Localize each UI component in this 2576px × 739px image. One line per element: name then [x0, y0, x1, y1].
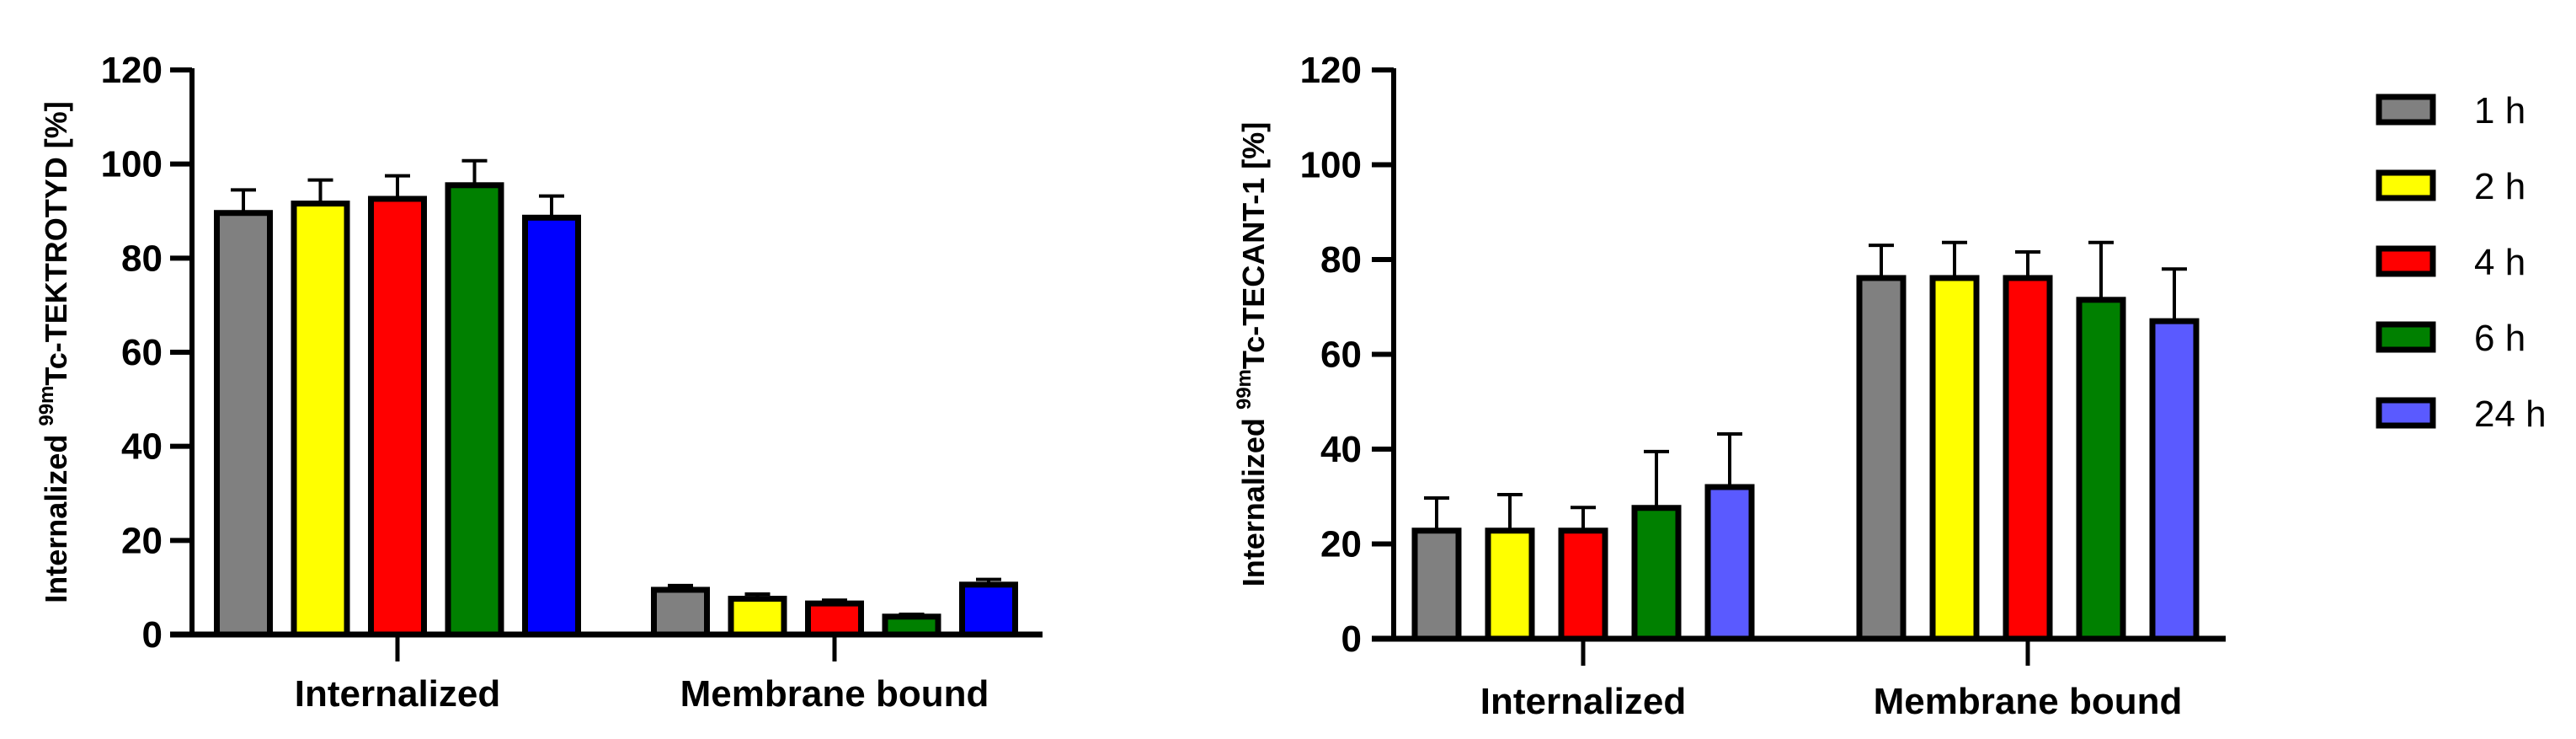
legend-swatch [2376, 169, 2436, 201]
bar-membrane-bound-1h [1856, 275, 1907, 642]
bar-internalized-24h [1704, 484, 1755, 642]
legend-item: 4 h [2376, 242, 2525, 283]
bar-internalized-4h [368, 195, 427, 638]
legend-label: 24 h [2474, 394, 2547, 435]
legend-label: 2 h [2474, 166, 2525, 207]
category-label: Membrane bound [680, 673, 989, 715]
legend-label: 4 h [2474, 242, 2525, 283]
legend-label: 1 h [2474, 90, 2525, 131]
bar-internalized-4h [1558, 527, 1608, 642]
y-tick-label: 20 [1320, 524, 1362, 565]
bar-internalized-6h [445, 182, 504, 638]
bars [214, 158, 1018, 638]
category-label: Membrane bound [1874, 681, 2183, 722]
y-axis-title: Internalized 99mTc-TECANT-1 [%] [1233, 122, 1271, 586]
bar-membrane-bound-24h [959, 581, 1018, 638]
legend-item: 2 h [2376, 166, 2525, 207]
category-label: Internalized [1480, 681, 1687, 722]
y-tick-label: 100 [101, 144, 163, 185]
bar-membrane-bound-2h [728, 596, 787, 638]
y-tick-label: 120 [1300, 50, 1362, 91]
bar-internalized-2h [291, 201, 350, 638]
bar-internalized-2h [1485, 527, 1535, 642]
y-tick-label: 80 [1320, 239, 1362, 281]
bars [1411, 240, 2200, 642]
y-tick-label: 60 [121, 332, 163, 373]
y-tick-label: 40 [1320, 429, 1362, 470]
bar-membrane-bound-1h [651, 586, 710, 638]
legend-swatch [2376, 245, 2436, 277]
bar-membrane-bound-6h [2076, 297, 2126, 642]
category-label: Internalized [295, 673, 501, 715]
y-tick-label: 20 [121, 520, 163, 561]
y-tick-label: 0 [142, 614, 163, 656]
bar-internalized-1h [1411, 527, 1462, 642]
bar-membrane-bound-4h [2003, 275, 2053, 642]
y-tick-label: 0 [1341, 619, 1362, 660]
chart-tektrotyd: 0 20 40 60 80 100 120 Internalized Membrane boun… [35, 50, 1043, 715]
bar-internalized-6h [1631, 505, 1682, 642]
legend-item: 1 h [2376, 90, 2525, 131]
y-tick-label: 60 [1320, 335, 1362, 376]
legend-item: 24 h [2376, 394, 2547, 435]
legend-swatch [2376, 321, 2436, 353]
bar-membrane-bound-2h [1929, 275, 1980, 642]
legend-label: 6 h [2474, 318, 2525, 359]
y-axis-title: Internalized 99mTc-TEKTROTYD [%] [35, 101, 73, 602]
chart-tecant-1: 0 20 40 60 80 100 120 Internalized Membrane boun… [1233, 50, 2226, 722]
y-tick-label: 40 [121, 426, 163, 468]
bar-membrane-bound-4h [805, 600, 864, 638]
legend: 1 h 2 h 4 h 6 h 24 h [2376, 90, 2547, 435]
bar-internalized-24h [522, 214, 581, 638]
legend-swatch [2376, 397, 2436, 429]
y-tick-label: 80 [121, 238, 163, 279]
legend-item: 6 h [2376, 318, 2525, 359]
bar-internalized-1h [214, 210, 273, 638]
legend-swatch [2376, 94, 2436, 126]
y-tick-label: 100 [1300, 145, 1362, 186]
bar-membrane-bound-24h [2149, 318, 2200, 642]
y-tick-label: 120 [101, 50, 163, 91]
